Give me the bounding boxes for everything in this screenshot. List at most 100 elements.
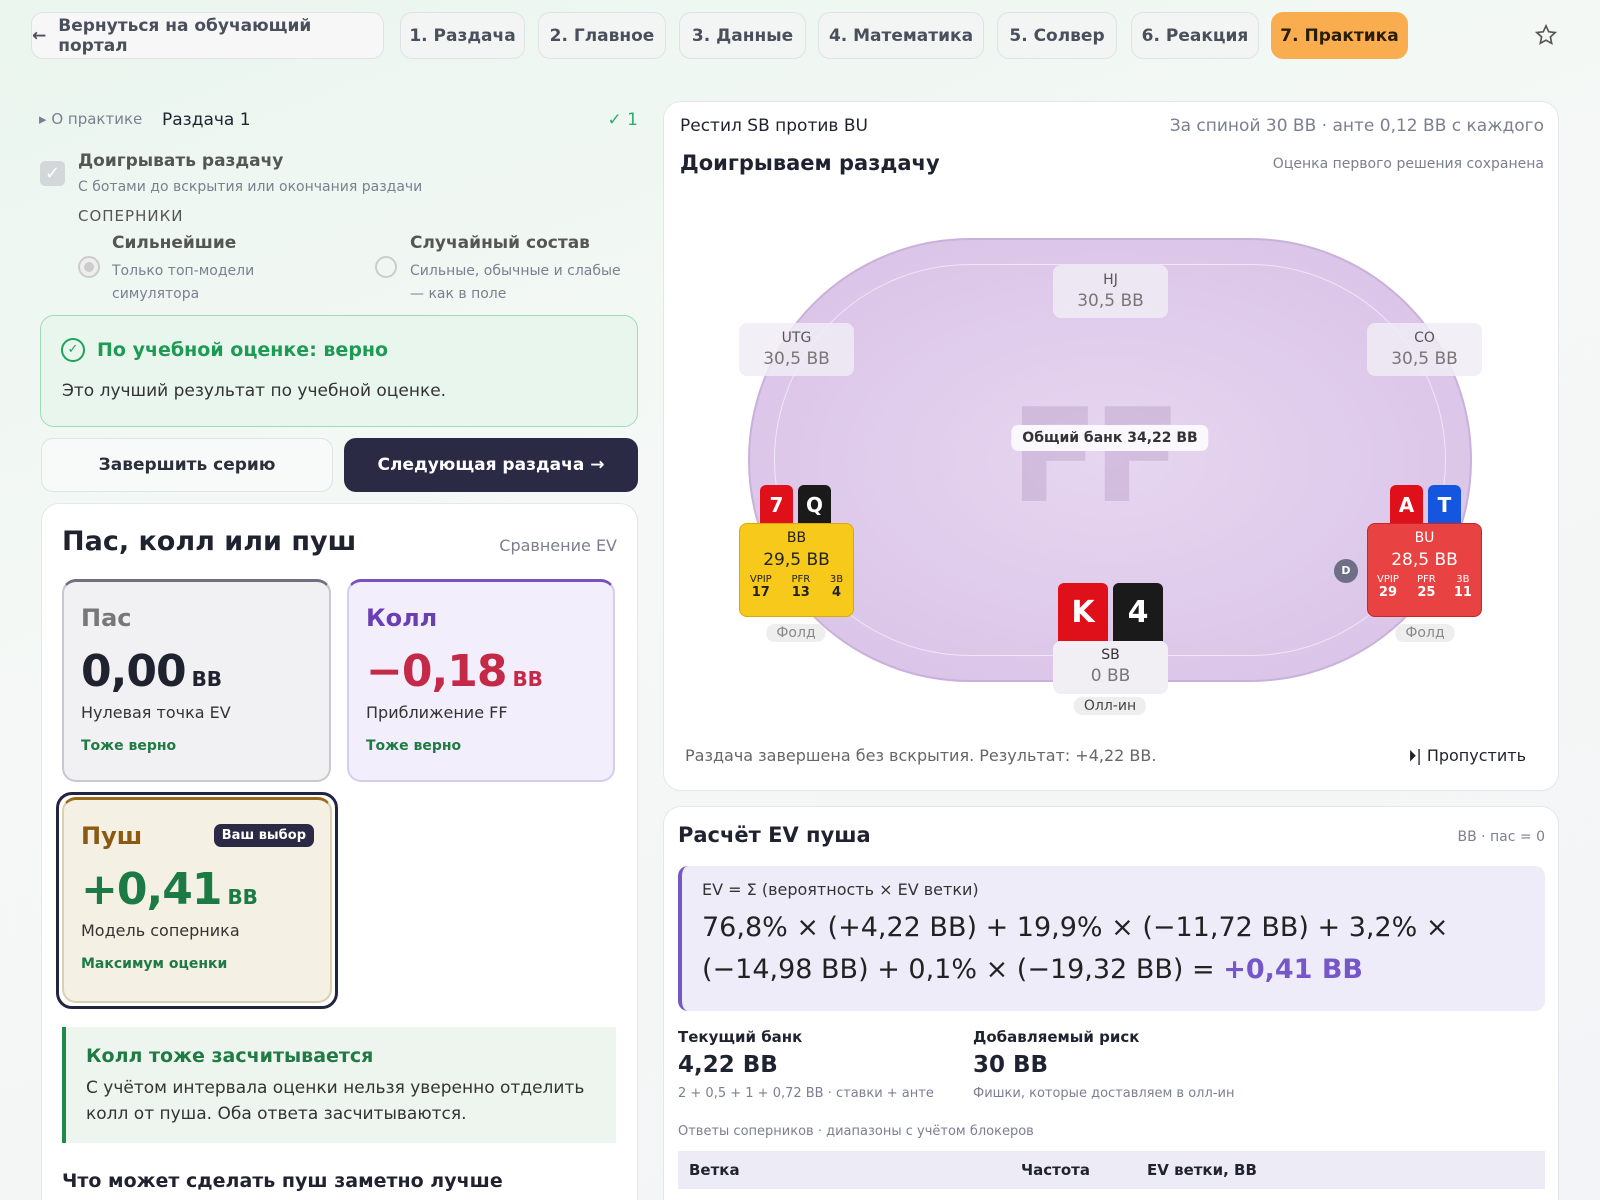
- tab[interactable]: 4. Математика: [818, 12, 984, 59]
- seat-stack: 0 BB: [1090, 666, 1131, 686]
- about-label: О практике: [51, 110, 143, 128]
- verdict-text: Это лучший результат по учебной оценке.: [62, 381, 447, 401]
- option-label: Случайный состав: [410, 233, 590, 253]
- pot-label: Общий банк 34,22 BB: [1011, 425, 1209, 451]
- ev-units: BB · пас = 0: [1457, 829, 1545, 845]
- column-header: Ветка: [689, 1161, 740, 1179]
- stat-value: 29: [1378, 585, 1398, 600]
- option-card[interactable]: Пуш Ваш выбор +0,41 BB Модель соперника М…: [62, 797, 332, 1003]
- tab[interactable]: 6. Реакция: [1131, 12, 1259, 59]
- table-title: Рестил SB против BU: [680, 116, 868, 136]
- option-label: Сильнейшие: [112, 233, 237, 253]
- seat-pos: UTG: [781, 330, 812, 346]
- opponents-title: СОПЕРНИКИ: [78, 207, 184, 225]
- table-header: Ветка Частота EV ветки, BB: [678, 1151, 1545, 1189]
- card: T: [1428, 485, 1461, 525]
- ev-value: 0,00: [81, 646, 187, 697]
- seat-stats: VPIP 17 PFR 13 3B 4: [740, 574, 853, 600]
- stat-block: Текущий банк 4,22 BB 2 + 0,5 + 1 + 0,72 …: [678, 1028, 934, 1101]
- verdict-box: ✓ По учебной оценке: верно Это лучший ре…: [40, 315, 638, 427]
- selected-outline: [56, 792, 338, 1009]
- table-info: За спиной 30 BB · анте 0,12 BB с каждого: [1169, 116, 1544, 136]
- option-card[interactable]: Колл −0,18 BB Приближение FF Тоже верно: [347, 579, 615, 782]
- finish-button[interactable]: Завершить серию: [41, 438, 333, 492]
- seat-stats: VPIP 29 PFR 25 3B 11: [1368, 574, 1481, 600]
- option-ev: 0,00 BB: [81, 646, 313, 697]
- option-card[interactable]: Пас 0,00 BB Нулевая точка EV Тоже верно: [62, 579, 331, 782]
- stat-value: 13: [791, 585, 810, 600]
- tab[interactable]: 3. Данные: [679, 12, 806, 59]
- seat-status: Фолд: [1395, 624, 1455, 642]
- choice-badge: Ваш выбор: [213, 824, 314, 847]
- tab[interactable]: 5. Солвер: [997, 12, 1117, 59]
- option-ev: −0,18 BB: [366, 646, 597, 697]
- tab-active[interactable]: 7. Практика: [1271, 12, 1408, 59]
- decision-subtitle: Сравнение EV: [499, 536, 617, 555]
- stat-note: 2 + 0,5 + 1 + 0,72 BB · ставки + анте: [678, 1086, 934, 1101]
- radio-dot: [84, 262, 94, 272]
- checkbox[interactable]: ✓: [40, 161, 65, 186]
- option-hint: Сильные, обычные и слабые — как в поле: [410, 263, 621, 302]
- seat-stack: 30,5 BB: [763, 349, 830, 369]
- back-arrow: ←: [32, 25, 47, 46]
- formula-box: EV = Σ (вероятность × EV ветки) 76,8% × …: [678, 866, 1545, 1011]
- star-icon[interactable]: [1535, 24, 1557, 46]
- ranges-label: Ответы соперников · диапазоны с учётом б…: [678, 1124, 1034, 1139]
- callout-title: Колл тоже засчитывается: [86, 1045, 374, 1067]
- seat-stack: 28,5 BB: [1391, 550, 1458, 570]
- section-heading: Что может сделать пуш заметно лучше: [62, 1170, 503, 1192]
- stat: VPIP 17: [750, 574, 772, 600]
- card: 7: [760, 485, 793, 525]
- stat-value: 17: [751, 585, 770, 600]
- skip-button[interactable]: ⏵| Пропустить: [1408, 746, 1526, 766]
- seat-pos: HJ: [1103, 272, 1118, 288]
- option-name: Пас: [81, 604, 132, 632]
- ev-unit: BB: [191, 667, 223, 691]
- formula-label: EV = Σ (вероятность × EV ветки): [702, 880, 979, 899]
- seat-pos: CO: [1414, 330, 1435, 346]
- seat-stack: 30,5 BB: [1391, 349, 1458, 369]
- option-name: Колл: [366, 604, 438, 632]
- option-desc: Приближение FF: [366, 703, 508, 722]
- option-note: Тоже верно: [81, 738, 177, 754]
- stat-name: 3B: [829, 574, 844, 585]
- seat-pos: BB: [786, 530, 807, 546]
- ev-unit: BB: [512, 667, 543, 691]
- column-header: Частота: [1021, 1161, 1090, 1179]
- seat-pos: SB: [1101, 647, 1120, 663]
- playout-hint: С ботами до вскрытия или окончания разда…: [78, 179, 423, 195]
- back-button[interactable]: ← Вернуться на обучающий портал: [31, 12, 384, 59]
- option-desc: Нулевая точка EV: [81, 703, 231, 722]
- column-header: EV ветки, BB: [1147, 1161, 1257, 1179]
- hand-result: Раздача завершена без вскрытия. Результа…: [685, 746, 1157, 765]
- callout: Колл тоже засчитывается С учётом интерва…: [62, 1027, 616, 1143]
- about-toggle[interactable]: ▸ О практике: [39, 110, 143, 128]
- formula-result: +0,41 BB: [1223, 954, 1364, 985]
- radio-selected[interactable]: [78, 256, 100, 278]
- seat-stack: 30,5 BB: [1077, 291, 1144, 311]
- seat: SB 0 BB: [1053, 641, 1168, 694]
- skip-label: Пропустить: [1426, 746, 1526, 765]
- formula-expression: 76,8% × (+4,22 BB) + 19,9% × (−11,72 BB)…: [702, 912, 1449, 985]
- callout-text: С учётом интервала оценки нельзя уверенн…: [86, 1078, 585, 1124]
- radio[interactable]: [375, 256, 397, 278]
- hand-label: Раздача 1: [162, 110, 251, 130]
- dealer-button: D: [1334, 559, 1358, 583]
- stat-label: Добавляемый риск: [973, 1028, 1140, 1046]
- tab[interactable]: 1. Раздача: [400, 12, 525, 59]
- next-button[interactable]: Следующая раздача →: [344, 438, 638, 492]
- skip-icon: ⏵|: [1408, 746, 1427, 765]
- ev-value: +0,41: [81, 864, 222, 915]
- seat-pos: BU: [1414, 530, 1435, 546]
- stat-name: PFR: [1417, 574, 1436, 585]
- seat-active: BB 29,5 BB VPIP 17 PFR 13 3B 4: [739, 523, 854, 617]
- tab[interactable]: 2. Главное: [538, 12, 666, 59]
- option-note: Максимум оценки: [81, 956, 228, 972]
- hand-count: ✓ 1: [607, 110, 638, 130]
- seat-active: BU 28,5 BB VPIP 29 PFR 25 3B 11: [1367, 523, 1482, 617]
- verdict-title: По учебной оценке: верно: [97, 339, 389, 361]
- option-hint: Только топ-модели симулятора: [112, 263, 255, 302]
- stat: 3B 11: [1454, 574, 1472, 600]
- stat-value: 11: [1453, 585, 1472, 600]
